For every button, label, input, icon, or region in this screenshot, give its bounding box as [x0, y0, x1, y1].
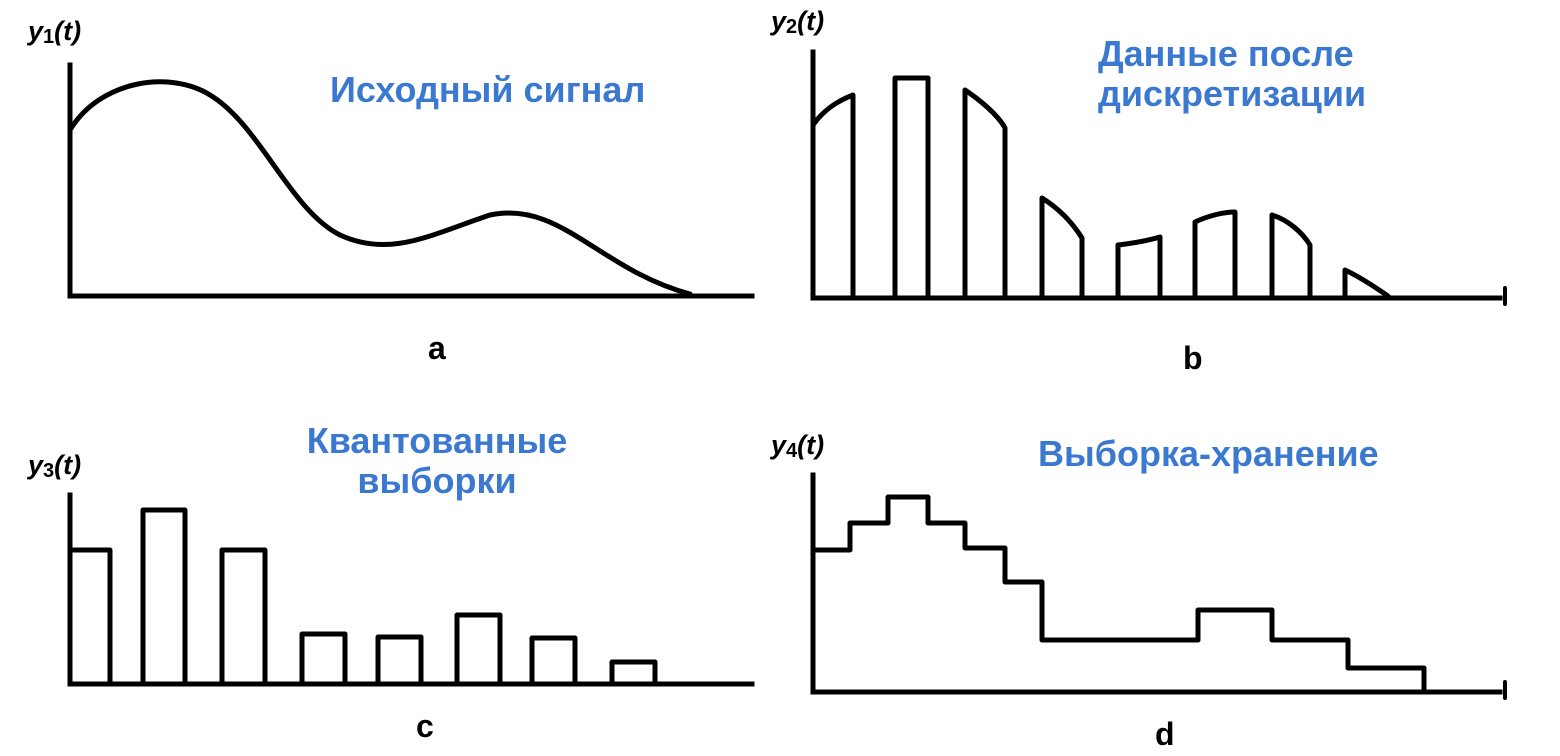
- panel-c-bar-6: [454, 612, 503, 687]
- panel-b-sample-6: [1192, 209, 1238, 301]
- panel-a-letter: a: [428, 330, 446, 366]
- panel-c-bar-2: [140, 507, 188, 687]
- panel-b-sample-2: [892, 75, 931, 301]
- panel-c-letter: c: [416, 708, 434, 744]
- panel-b-sample-4: [1039, 195, 1085, 301]
- panel-c-caption-line2: выборки: [357, 460, 517, 501]
- panel-b-y-label: y2(t): [771, 6, 825, 38]
- panel-c-bar-8: [609, 659, 658, 687]
- panel-a-caption: Исходный сигнал: [330, 69, 646, 110]
- panel-b-sample-1: [810, 92, 856, 301]
- panel-c-bar-4: [299, 631, 348, 687]
- panel-b-letter: b: [1183, 340, 1203, 376]
- panel-b-caption: Данные после дискретизации: [1098, 34, 1366, 114]
- panel-b-sample-8: [1342, 267, 1391, 301]
- panel-b-sample-7: [1269, 212, 1313, 301]
- panel-a-signal-curve: [67, 79, 693, 297]
- panel-b-sample-3: [962, 87, 1008, 301]
- panel-c-caption-line1: Квантованные: [306, 420, 568, 461]
- panel-c-y-label: y3(t): [28, 450, 82, 482]
- panel-d-caption: Выборка-хранение: [1038, 433, 1379, 474]
- panel-c-bar-3: [219, 547, 268, 687]
- panel-c-caption: Квантованные выборки: [287, 421, 587, 501]
- panel-c-bar-1: [67, 547, 113, 687]
- panel-b-caption-line2: дискретизации: [1098, 73, 1367, 114]
- panel-c-bar-7: [529, 635, 578, 687]
- panel-b-caption-line1: Данные после: [1098, 33, 1354, 74]
- panel-c-bar-5: [375, 634, 424, 687]
- panel-b-sample-5: [1115, 234, 1163, 301]
- panel-a-y-label: y1(t): [28, 16, 82, 48]
- panel-d-staircase: [810, 494, 1427, 693]
- panel-d-letter: d: [1155, 716, 1175, 752]
- panel-d-y-label: y4(t): [771, 430, 825, 462]
